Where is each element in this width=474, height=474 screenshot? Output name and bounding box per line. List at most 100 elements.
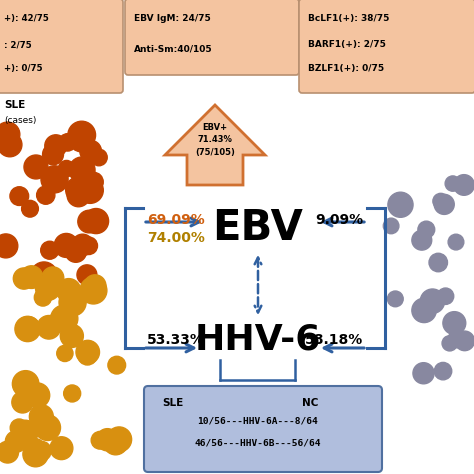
Text: BARF1(+): 2/75: BARF1(+): 2/75 — [308, 40, 386, 49]
Text: EBV IgM: 24/75: EBV IgM: 24/75 — [134, 14, 211, 23]
Circle shape — [43, 144, 64, 165]
Circle shape — [68, 121, 96, 149]
Text: 10/56---HHV-6A---8/64: 10/56---HHV-6A---8/64 — [198, 416, 319, 425]
FancyBboxPatch shape — [144, 386, 382, 472]
Circle shape — [433, 193, 448, 209]
Circle shape — [17, 317, 40, 339]
Circle shape — [60, 324, 83, 347]
Text: 46/56---HHV-6B---56/64: 46/56---HHV-6B---56/64 — [195, 438, 321, 447]
Circle shape — [383, 218, 399, 234]
Circle shape — [57, 279, 81, 303]
Circle shape — [388, 192, 413, 217]
Circle shape — [108, 356, 126, 374]
Circle shape — [20, 266, 43, 289]
Circle shape — [454, 174, 474, 195]
Circle shape — [448, 234, 464, 250]
Circle shape — [38, 278, 55, 295]
Text: +): 0/75: +): 0/75 — [4, 64, 43, 73]
Text: BZLF1(+): 0/75: BZLF1(+): 0/75 — [308, 64, 384, 73]
Circle shape — [15, 316, 40, 342]
Circle shape — [96, 428, 118, 451]
Text: HHV-6: HHV-6 — [195, 323, 321, 357]
Circle shape — [443, 311, 466, 335]
Text: SLE: SLE — [4, 100, 25, 110]
Circle shape — [77, 265, 97, 285]
Circle shape — [429, 253, 447, 272]
Circle shape — [41, 241, 59, 259]
Circle shape — [13, 268, 35, 289]
Circle shape — [442, 336, 457, 351]
Circle shape — [71, 133, 89, 152]
Circle shape — [36, 275, 61, 301]
Text: BcLF1(+): 38/75: BcLF1(+): 38/75 — [308, 14, 389, 23]
Circle shape — [49, 311, 69, 331]
Text: 69.09%: 69.09% — [147, 213, 205, 227]
Circle shape — [78, 210, 100, 233]
Circle shape — [31, 262, 57, 289]
Text: 74.00%: 74.00% — [147, 231, 205, 245]
Circle shape — [387, 291, 403, 307]
Text: 53.33%: 53.33% — [147, 333, 205, 347]
FancyBboxPatch shape — [299, 0, 474, 93]
Circle shape — [12, 371, 39, 397]
Circle shape — [29, 405, 53, 428]
Circle shape — [35, 415, 61, 440]
Circle shape — [83, 209, 109, 234]
Circle shape — [59, 134, 76, 151]
FancyBboxPatch shape — [0, 0, 123, 93]
Circle shape — [25, 383, 50, 408]
Circle shape — [67, 184, 90, 207]
Text: EBV: EBV — [212, 207, 303, 249]
Circle shape — [26, 438, 45, 457]
Circle shape — [58, 160, 75, 177]
Circle shape — [12, 392, 33, 413]
Circle shape — [91, 431, 109, 449]
Circle shape — [0, 234, 18, 258]
Circle shape — [10, 419, 28, 437]
Circle shape — [51, 305, 78, 332]
Circle shape — [66, 177, 91, 203]
Circle shape — [412, 230, 432, 250]
Circle shape — [80, 237, 98, 255]
Circle shape — [65, 241, 86, 262]
Circle shape — [91, 149, 107, 166]
FancyBboxPatch shape — [125, 0, 299, 75]
Text: Anti-Sm:40/105: Anti-Sm:40/105 — [134, 44, 213, 53]
Circle shape — [107, 427, 132, 452]
Circle shape — [69, 157, 95, 183]
Circle shape — [32, 441, 51, 461]
Circle shape — [76, 340, 100, 364]
Circle shape — [55, 233, 78, 257]
Circle shape — [420, 289, 445, 313]
Circle shape — [42, 267, 64, 289]
Text: NC: NC — [301, 398, 318, 408]
Circle shape — [36, 186, 55, 204]
Circle shape — [80, 140, 101, 162]
Text: (cases): (cases) — [4, 116, 36, 125]
Circle shape — [77, 177, 103, 203]
Circle shape — [13, 420, 38, 445]
Circle shape — [445, 176, 460, 191]
Circle shape — [455, 331, 474, 351]
Circle shape — [45, 135, 67, 157]
Polygon shape — [165, 105, 265, 185]
Circle shape — [34, 289, 52, 306]
Circle shape — [5, 431, 27, 452]
Circle shape — [41, 166, 68, 193]
Circle shape — [413, 363, 434, 384]
Circle shape — [84, 172, 103, 191]
Text: EBV+
71.43%
(75/105): EBV+ 71.43% (75/105) — [195, 123, 235, 157]
Circle shape — [448, 331, 465, 348]
Text: 58.18%: 58.18% — [305, 333, 363, 347]
Text: SLE: SLE — [162, 398, 183, 408]
Circle shape — [80, 277, 107, 304]
Circle shape — [418, 221, 435, 238]
Circle shape — [434, 194, 454, 214]
Circle shape — [23, 441, 48, 467]
Circle shape — [78, 346, 97, 365]
Circle shape — [438, 288, 454, 304]
Circle shape — [412, 298, 436, 323]
Circle shape — [22, 201, 38, 217]
Circle shape — [64, 385, 81, 402]
Circle shape — [57, 345, 73, 362]
